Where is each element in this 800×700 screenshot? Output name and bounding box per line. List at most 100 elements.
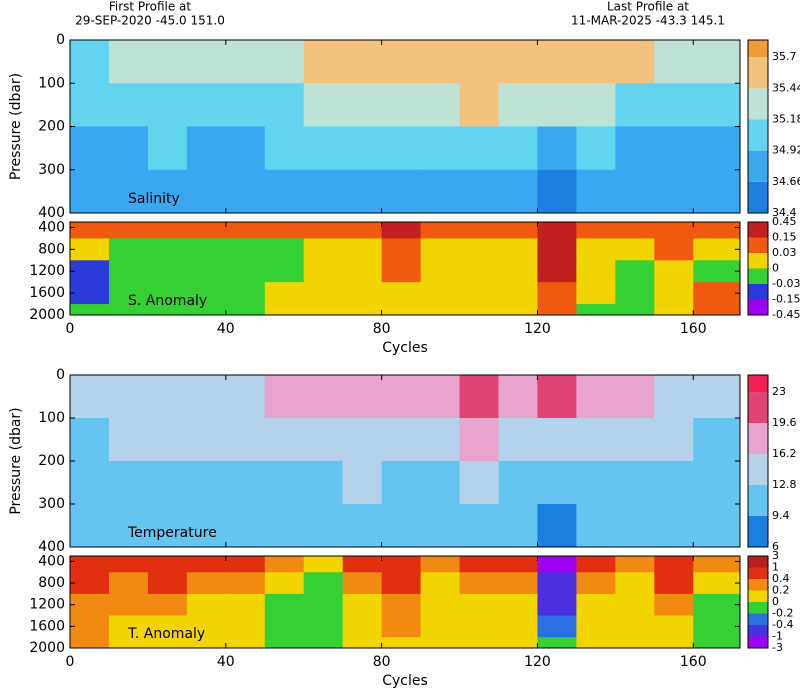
cell — [70, 282, 110, 305]
cell — [615, 504, 655, 547]
cell — [303, 375, 344, 419]
cell — [693, 126, 740, 171]
colorbar-swatch — [748, 579, 768, 591]
cell — [537, 169, 577, 213]
colorbar-swatch — [748, 375, 768, 393]
cell — [615, 615, 655, 638]
plot-frame — [69, 221, 741, 316]
cell — [108, 126, 149, 171]
plot-frame — [69, 555, 741, 649]
cell — [654, 126, 694, 171]
cell — [70, 169, 110, 213]
cell — [342, 169, 383, 213]
cell — [420, 304, 461, 315]
colorbar-label: -3 — [772, 641, 783, 654]
cell — [303, 260, 344, 283]
cell — [264, 238, 305, 261]
cell — [70, 40, 110, 84]
colorbar-swatch — [748, 40, 768, 58]
cell — [576, 222, 616, 239]
cell — [108, 556, 149, 573]
colorbar-label: 16.2 — [772, 447, 797, 460]
cell — [498, 126, 538, 171]
cell — [420, 637, 461, 648]
colorbar-label: -0.45 — [772, 308, 800, 321]
cell — [186, 637, 227, 648]
cell — [498, 375, 538, 419]
cell — [225, 375, 266, 419]
cell — [381, 282, 422, 305]
cell — [576, 126, 616, 171]
y-tick-label: 200 — [38, 453, 65, 469]
cell — [342, 222, 383, 239]
colorbar-swatch — [748, 454, 768, 486]
cell — [225, 637, 266, 648]
colorbar-swatch — [748, 392, 768, 424]
colorbar-swatch — [748, 602, 768, 614]
cell — [303, 304, 344, 315]
colorbar-swatch — [748, 119, 768, 151]
colorbar-swatch — [748, 625, 768, 637]
cell — [498, 40, 538, 84]
cell — [654, 572, 694, 595]
cell — [576, 238, 616, 261]
cell — [186, 40, 227, 84]
header-title: Last Profile at — [607, 0, 689, 14]
cell — [381, 375, 422, 419]
cell — [420, 260, 461, 283]
colorbar-swatch — [748, 567, 768, 579]
x-tick-label: 120 — [524, 654, 551, 670]
cell — [225, 304, 266, 315]
cell — [70, 126, 110, 171]
y-tick-label: 200 — [38, 119, 65, 135]
cell — [576, 418, 616, 462]
colorbar-swatch — [748, 613, 768, 625]
colorbar-label: 34.92 — [772, 144, 800, 157]
cell — [147, 169, 188, 213]
x-tick-label: 160 — [680, 654, 707, 670]
cell — [498, 593, 538, 617]
cell — [459, 126, 499, 171]
field — [70, 222, 740, 315]
cell — [576, 260, 616, 283]
cell — [654, 169, 694, 213]
cell — [381, 418, 422, 462]
colorbar-label: 0.03 — [772, 246, 797, 259]
cell — [264, 556, 305, 573]
cell — [381, 572, 422, 595]
cell — [498, 418, 538, 462]
cell — [459, 556, 499, 573]
cell — [225, 260, 266, 283]
y-tick-label: 400 — [38, 219, 65, 235]
cell — [70, 572, 110, 595]
colorbar-label: 34.4 — [772, 206, 797, 219]
cell — [186, 260, 227, 283]
cell — [70, 461, 110, 505]
cell — [264, 169, 305, 213]
cell — [147, 222, 188, 239]
colorbar-label: 6 — [772, 540, 779, 553]
cell — [498, 222, 538, 239]
cell — [420, 593, 461, 617]
header-info: 11-MAR-2025 -43.3 145.1 — [571, 14, 725, 28]
cell — [498, 504, 538, 547]
panel-label: Salinity — [128, 191, 180, 207]
y-tick-label: 0 — [56, 367, 65, 383]
colorbar-swatch — [748, 516, 768, 547]
cell — [225, 40, 266, 84]
cell — [342, 556, 383, 573]
cell — [70, 222, 110, 239]
cell — [615, 126, 655, 171]
cell — [147, 126, 188, 171]
colorbar-label: 3 — [772, 549, 779, 562]
cell — [186, 222, 227, 239]
cell — [225, 556, 266, 573]
cell — [186, 238, 227, 261]
colorbar-swatch — [748, 636, 768, 648]
cell — [70, 637, 110, 648]
cell — [381, 593, 422, 617]
cell — [498, 615, 538, 638]
cell — [186, 593, 227, 617]
cell — [420, 461, 461, 505]
colorbar-label: 9.4 — [772, 509, 790, 522]
